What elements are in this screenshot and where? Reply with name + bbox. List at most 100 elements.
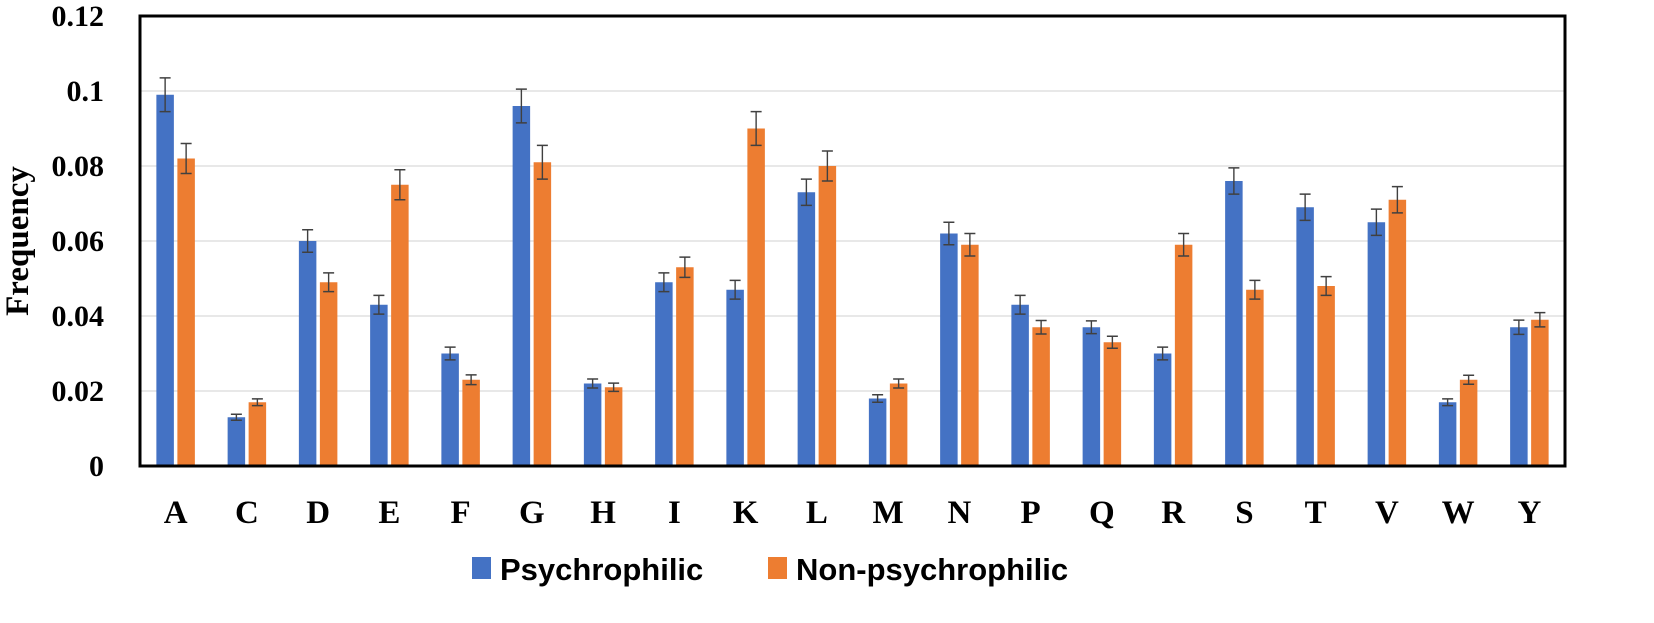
error-bar-non-psychrophilic-n xyxy=(964,232,976,257)
y-axis-title: Frequency xyxy=(0,166,36,316)
error-bar-non-psychrophilic-l xyxy=(821,150,833,182)
error-bar-non-psychrophilic-a xyxy=(180,142,192,175)
error-bar-psychrophilic-t xyxy=(1299,193,1311,222)
bar-non-psychrophilic-d xyxy=(319,282,338,466)
error-bar-psychrophilic-v xyxy=(1370,208,1382,237)
bar-non-psychrophilic-y xyxy=(1531,319,1549,466)
error-bar-psychrophilic-h xyxy=(587,378,599,389)
bar-psychrophilic-t xyxy=(1296,207,1314,466)
x-tick-label-a: A xyxy=(164,495,188,531)
bar-psychrophilic-i xyxy=(655,282,673,466)
error-bar-non-psychrophilic-s xyxy=(1249,279,1261,300)
y-tick-label: 0.04 xyxy=(52,300,105,333)
y-tick-label: 0.12 xyxy=(52,0,105,33)
error-bar-psychrophilic-w xyxy=(1442,398,1454,407)
bar-non-psychrophilic-t xyxy=(1317,286,1335,466)
bar-psychrophilic-w xyxy=(1438,402,1457,466)
error-bar-non-psychrophilic-g xyxy=(536,144,548,180)
error-bar-non-psychrophilic-e xyxy=(394,169,406,201)
error-bar-psychrophilic-i xyxy=(658,272,670,293)
bar-psychrophilic-p xyxy=(1011,304,1029,466)
bar-psychrophilic-y xyxy=(1510,327,1528,466)
bar-non-psychrophilic-f xyxy=(462,379,480,466)
error-bar-psychrophilic-r xyxy=(1157,346,1169,361)
x-tick-label-p: P xyxy=(1021,495,1041,531)
bar-non-psychrophilic-r xyxy=(1174,244,1193,466)
bars xyxy=(156,94,1549,466)
y-tick-label: 0.02 xyxy=(52,375,105,408)
error-bar-psychrophilic-s xyxy=(1228,167,1240,195)
legend-label-psychrophilic: Psychrophilic xyxy=(500,552,703,587)
bar-non-psychrophilic-k xyxy=(747,128,765,466)
error-bar-non-psychrophilic-r xyxy=(1178,232,1190,257)
x-tick-label-w: W xyxy=(1442,495,1475,531)
bar-non-psychrophilic-n xyxy=(961,244,979,466)
x-tick-label-g: G xyxy=(519,495,545,531)
bar-psychrophilic-a xyxy=(156,94,174,466)
x-tick-label-d: D xyxy=(306,495,330,531)
bar-psychrophilic-d xyxy=(298,241,317,466)
bar-non-psychrophilic-i xyxy=(676,267,694,466)
error-bar-non-psychrophilic-y xyxy=(1534,311,1546,328)
bar-psychrophilic-e xyxy=(370,304,388,466)
bar-psychrophilic-k xyxy=(726,289,744,466)
bar-psychrophilic-v xyxy=(1367,222,1386,466)
error-bar-non-psychrophilic-w xyxy=(1463,374,1475,385)
error-bar-psychrophilic-l xyxy=(800,178,812,207)
x-tick-label-n: N xyxy=(947,495,971,531)
error-bar-non-psychrophilic-k xyxy=(750,110,762,147)
bar-non-psychrophilic-w xyxy=(1459,379,1478,466)
bar-non-psychrophilic-v xyxy=(1388,199,1407,466)
error-bar-non-psychrophilic-c xyxy=(251,398,263,407)
x-tick-label-s: S xyxy=(1235,495,1253,531)
error-bar-non-psychrophilic-m xyxy=(893,378,905,389)
x-tick-label-l: L xyxy=(806,495,828,531)
error-bar-non-psychrophilic-q xyxy=(1106,335,1118,349)
bar-non-psychrophilic-c xyxy=(248,402,267,466)
bar-non-psychrophilic-e xyxy=(391,184,409,466)
error-bar-psychrophilic-a xyxy=(159,77,171,113)
error-bar-psychrophilic-n xyxy=(943,221,955,246)
bar-psychrophilic-l xyxy=(797,192,816,466)
error-bar-psychrophilic-k xyxy=(729,279,741,300)
bar-psychrophilic-r xyxy=(1153,353,1172,466)
bar-non-psychrophilic-h xyxy=(604,387,623,466)
y-tick-labels: 0 0.02 0.04 0.06 0.08 0.1 0.12 xyxy=(52,0,105,483)
x-tick-label-t: T xyxy=(1305,495,1327,531)
error-bar-psychrophilic-p xyxy=(1014,294,1026,315)
bar-psychrophilic-q xyxy=(1082,327,1101,466)
x-tick-label-e: E xyxy=(378,495,400,531)
error-bar-non-psychrophilic-f xyxy=(465,374,477,386)
bar-non-psychrophilic-p xyxy=(1032,327,1050,466)
legend-swatch-psychrophilic xyxy=(472,557,491,579)
bar-psychrophilic-c xyxy=(227,417,246,466)
error-bar-psychrophilic-d xyxy=(302,229,314,253)
error-bar-psychrophilic-y xyxy=(1513,319,1525,336)
error-bar-non-psychrophilic-i xyxy=(679,256,691,279)
bar-non-psychrophilic-m xyxy=(889,383,908,466)
error-bar-psychrophilic-c xyxy=(230,413,242,421)
bar-non-psychrophilic-s xyxy=(1246,289,1264,466)
legend: Psychrophilic Non-psychrophilic xyxy=(472,552,1068,587)
error-bar-psychrophilic-m xyxy=(872,394,884,403)
error-bar-non-psychrophilic-p xyxy=(1035,319,1047,335)
error-bar-psychrophilic-f xyxy=(444,346,456,361)
bar-psychrophilic-n xyxy=(940,233,958,466)
x-tick-label-c: C xyxy=(235,495,259,531)
x-tick-label-q: Q xyxy=(1089,495,1115,531)
error-bar-psychrophilic-q xyxy=(1085,320,1097,335)
bar-psychrophilic-f xyxy=(441,353,459,466)
x-tick-label-y: Y xyxy=(1517,495,1541,531)
x-tick-label-i: I xyxy=(668,495,681,531)
bar-psychrophilic-m xyxy=(868,398,887,466)
error-bar-psychrophilic-e xyxy=(373,294,385,315)
bar-non-psychrophilic-g xyxy=(533,162,552,466)
x-tick-label-k: K xyxy=(733,495,759,531)
error-bar-psychrophilic-g xyxy=(515,88,527,124)
y-tick-label: 0 xyxy=(89,450,104,483)
error-bar-non-psychrophilic-h xyxy=(608,382,620,393)
bar-non-psychrophilic-q xyxy=(1103,342,1122,466)
error-bars xyxy=(159,77,1546,421)
